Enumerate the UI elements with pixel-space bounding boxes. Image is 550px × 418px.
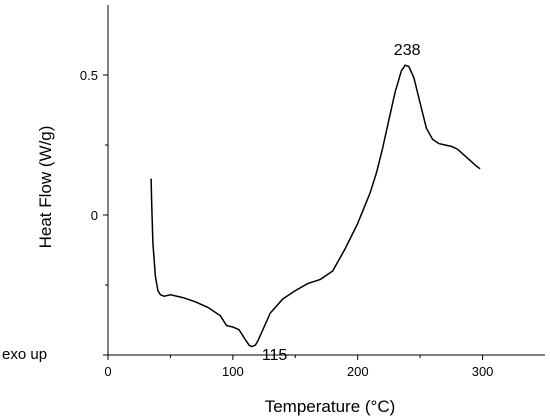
x-axis-title: Temperature (°C) bbox=[265, 397, 396, 416]
x-tick-label: 0 bbox=[104, 364, 111, 379]
x-tick-label: 300 bbox=[472, 364, 494, 379]
heat-flow-curve bbox=[150, 64, 481, 348]
peak-label: 238 bbox=[394, 42, 421, 59]
y-tick-label: 0 bbox=[91, 208, 98, 223]
peak-annotations: 238 115 bbox=[262, 42, 421, 364]
y-ticks: 00.5 bbox=[80, 68, 108, 356]
peak-label: 115 bbox=[262, 347, 288, 364]
y-tick-label: 0.5 bbox=[80, 68, 98, 83]
exo-up-label: exo up bbox=[2, 346, 47, 363]
x-ticks: 0 100 200 300 bbox=[104, 355, 493, 379]
y-axis-title: Heat Flow (W/g) bbox=[36, 126, 55, 249]
x-tick-label: 200 bbox=[347, 364, 369, 379]
x-tick-label: 100 bbox=[222, 364, 244, 379]
plot-frame bbox=[107, 5, 545, 356]
